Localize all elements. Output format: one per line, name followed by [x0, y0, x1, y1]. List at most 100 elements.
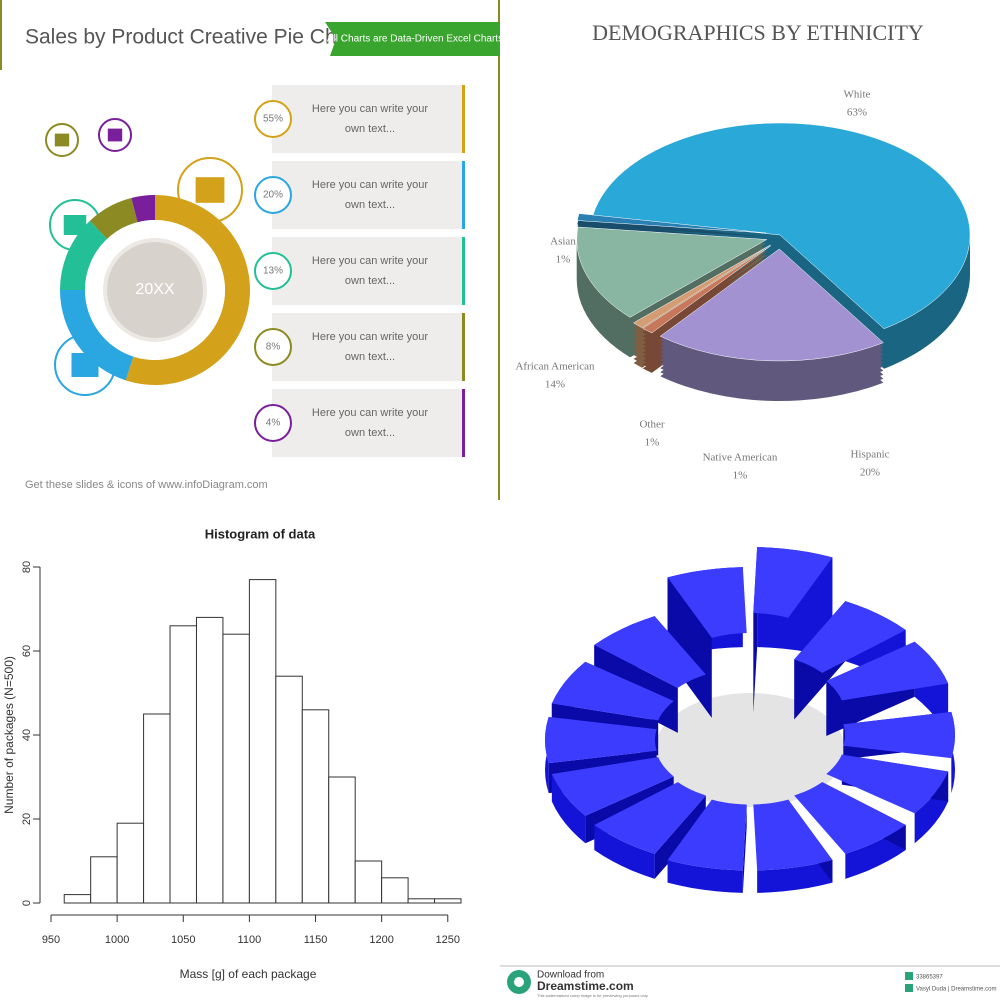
value-label: 14% — [545, 379, 565, 391]
site-text: Dreamstime.com — [537, 979, 634, 993]
histogram-bar — [434, 898, 462, 904]
list-bar — [462, 237, 465, 305]
donut-slice — [89, 197, 138, 239]
icon-box — [63, 215, 87, 235]
ring-side — [667, 860, 743, 893]
x-tick-label: 1050 — [171, 934, 195, 946]
ring-top — [843, 711, 955, 759]
footer: Get these slides & icons of www.infoDiag… — [25, 479, 268, 491]
list-text: own text... — [345, 427, 395, 439]
ring-top — [826, 754, 949, 814]
x-tick-label: 1250 — [436, 934, 460, 946]
ring-top — [794, 601, 906, 673]
ring-top — [826, 641, 949, 701]
pie-slice — [577, 213, 767, 234]
icon — [905, 972, 913, 980]
histogram-bar — [90, 856, 118, 904]
list-circle — [254, 252, 292, 290]
ring-top — [753, 799, 833, 871]
y-axis-label: Number of packages (N=500) — [2, 656, 16, 814]
list-row — [272, 85, 464, 153]
histogram-bar — [301, 709, 330, 904]
list-row — [272, 161, 464, 229]
category-label: Other — [639, 419, 664, 431]
donut-center — [103, 238, 207, 342]
pie-slice — [592, 122, 971, 330]
donut-slice — [60, 220, 108, 290]
list-text: Here you can write your — [312, 103, 428, 115]
chart-title: Sales by Product Creative Pie Chart — [25, 26, 361, 49]
value-label: 1% — [645, 437, 660, 449]
category-label: Hispanic — [850, 449, 889, 461]
histogram-bar — [275, 675, 303, 904]
y-tick-label: 40 — [21, 729, 33, 741]
ring-top — [594, 782, 706, 854]
chart-title: DEMOGRAPHICS BY ETHNICITY — [592, 20, 924, 45]
icon — [905, 984, 913, 992]
histogram-bar — [169, 625, 197, 904]
y-tick-label: 60 — [21, 645, 33, 657]
histogram-bar — [143, 713, 171, 904]
icon-box — [54, 133, 70, 147]
x-axis-label: Mass [g] of each package — [180, 967, 317, 981]
logo — [514, 977, 524, 987]
histogram-bar — [195, 616, 224, 904]
ring-top — [551, 661, 674, 721]
value-label: 1% — [556, 254, 571, 266]
category-label: Native American — [703, 452, 778, 464]
list-text: own text... — [345, 351, 395, 363]
list-text: Here you can write your — [312, 407, 428, 419]
histogram-bar — [63, 894, 92, 904]
credit-text: Vasyl Duda | Dreamstime.com — [916, 987, 996, 993]
ring-side — [594, 824, 655, 879]
x-tick-label: 1000 — [105, 934, 129, 946]
ring-top — [667, 567, 747, 638]
y-tick-label: 0 — [21, 900, 33, 906]
ring-top — [667, 799, 747, 871]
donut-slice — [60, 290, 134, 381]
ring-top — [594, 616, 706, 688]
list-circle — [254, 176, 292, 214]
x-tick-label: 1200 — [369, 934, 393, 946]
histogram-bar — [248, 579, 277, 904]
list-text: Here you can write your — [312, 255, 428, 267]
list-text: own text... — [345, 123, 395, 135]
donut-slice — [125, 195, 250, 385]
value-label: 8% — [266, 342, 281, 353]
icon-box — [195, 177, 225, 203]
x-tick-label: 950 — [42, 934, 60, 946]
value-label: 4% — [266, 418, 281, 429]
value-label: 13% — [263, 266, 283, 277]
id-text: 33865397 — [916, 975, 943, 981]
list-bar — [462, 161, 465, 229]
list-circle — [254, 404, 292, 442]
ring-edge — [654, 795, 706, 879]
list-bar — [462, 389, 465, 457]
pie-slice — [576, 226, 768, 318]
ring-edge — [667, 577, 712, 718]
list-row — [272, 389, 464, 457]
histogram-bar — [407, 898, 436, 904]
ring-side — [551, 774, 586, 844]
pie-slice — [642, 245, 772, 334]
value-label: 55% — [263, 114, 283, 125]
value-label: 20% — [860, 467, 880, 479]
list-text: Here you can write your — [312, 331, 428, 343]
list-text: own text... — [345, 275, 395, 287]
ring-top — [545, 716, 657, 764]
download-text: Download from — [537, 970, 604, 981]
badge-text: All Charts are Data-Driven Excel Charts — [327, 34, 503, 45]
list-circle — [254, 100, 292, 138]
pie-slice — [659, 248, 884, 362]
ring-edge — [742, 804, 747, 893]
donut-slice — [131, 195, 155, 223]
histogram-bar — [222, 633, 250, 904]
list-text: own text... — [345, 199, 395, 211]
ring-top — [551, 757, 674, 816]
icon-box — [107, 128, 123, 142]
category-label: White — [844, 89, 871, 101]
y-tick-label: 80 — [21, 561, 33, 573]
list-circle — [254, 328, 292, 366]
histogram-bar — [354, 860, 383, 904]
